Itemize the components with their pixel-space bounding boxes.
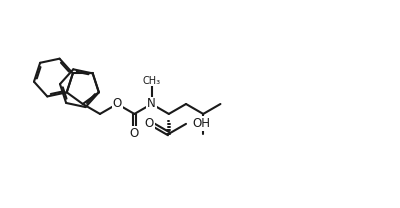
Text: O: O <box>112 98 122 110</box>
Text: CH₃: CH₃ <box>142 76 161 85</box>
Text: O: O <box>130 127 139 140</box>
Text: O: O <box>144 116 154 130</box>
Text: OH: OH <box>192 117 210 130</box>
Text: N: N <box>147 98 156 110</box>
